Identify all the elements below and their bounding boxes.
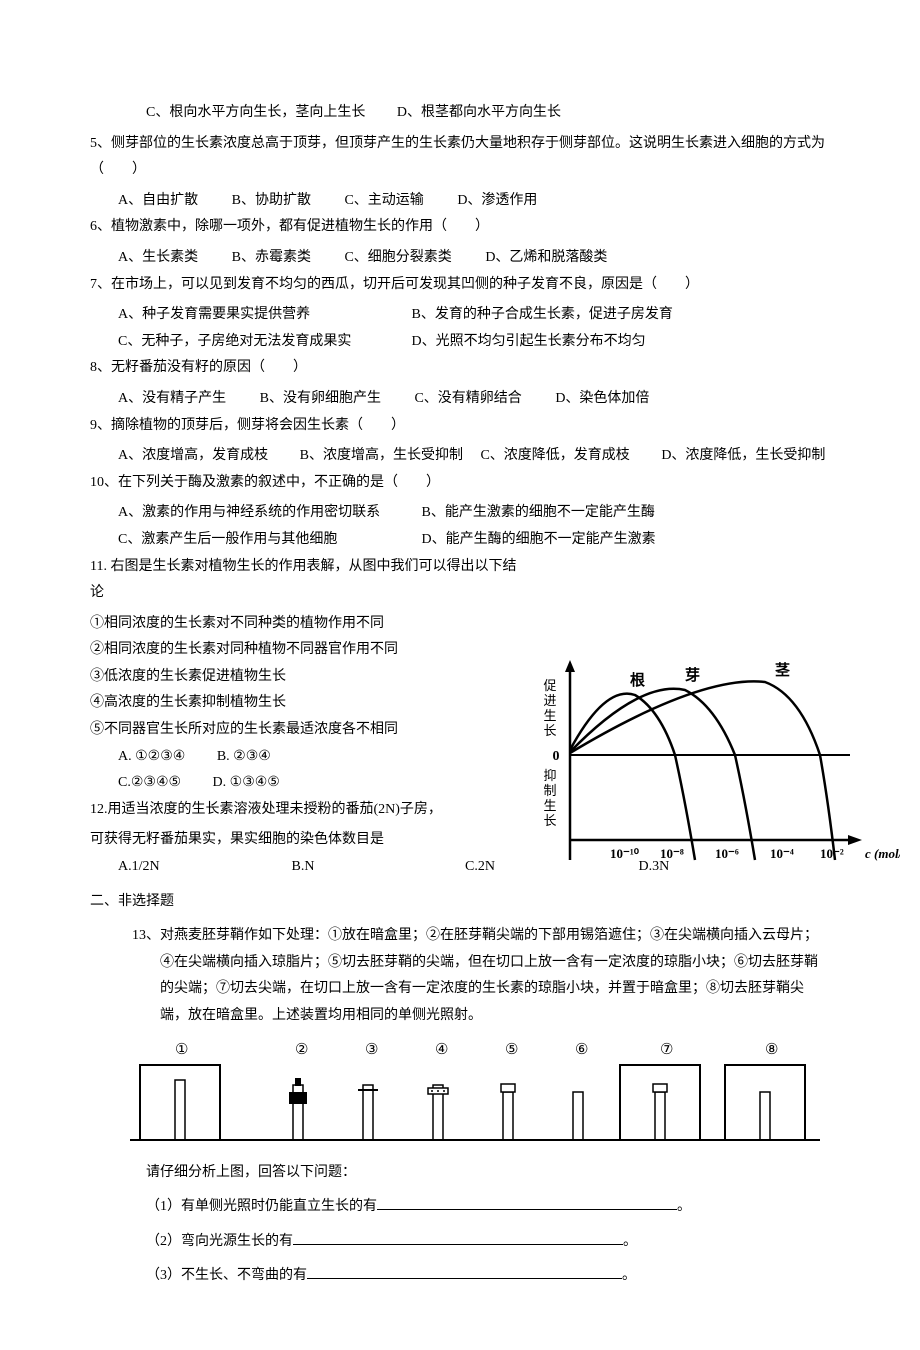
q11-opt-b: B. ②③④	[217, 749, 271, 764]
xtick-3: 10⁻⁴	[770, 846, 794, 861]
label-stem: 茎	[775, 661, 790, 679]
q4-opt-c: C、根向水平方向生长，茎向上生长	[146, 105, 365, 120]
q5-opt-d: D、渗透作用	[457, 188, 537, 215]
q9-opt-c: C、浓度降低，发育成枝	[480, 448, 629, 463]
q12-opt-a: A.1/2N	[118, 854, 258, 881]
section2-title: 二、非选择题	[90, 889, 830, 916]
blank-3[interactable]	[307, 1265, 622, 1279]
q11-s5: ⑤不同器官生长所对应的生长素最适浓度各不相同	[90, 717, 520, 744]
svg-text:进: 进	[543, 693, 556, 708]
q8-opt-d: D、染色体加倍	[555, 386, 649, 413]
q7-opt-d: D、光照不均匀引起生长素分布不均匀	[412, 334, 646, 349]
xtick-2: 10⁻⁶	[715, 846, 739, 861]
svg-text:制: 制	[543, 783, 556, 798]
svg-text:长: 长	[543, 723, 556, 738]
q8-stem: 8、无籽番茄没有籽的原因（ ）	[90, 355, 830, 382]
exp-lbl-1: ①	[175, 1042, 188, 1058]
q7-opt-a: A、种子发育需要果实提供营养	[118, 302, 408, 329]
curve-stem	[570, 681, 835, 860]
q13-prompt: 请仔细分析上图，回答以下问题：	[90, 1160, 830, 1187]
exp-lbl-5: ⑤	[505, 1042, 518, 1058]
svg-text:生: 生	[543, 708, 556, 723]
q4-opt-d: D、根茎都向水平方向生长	[397, 105, 561, 120]
blank-2[interactable]	[293, 1231, 623, 1245]
exp-lbl-8: ⑧	[765, 1042, 778, 1058]
ylabel-inhibit: 抑	[543, 768, 556, 783]
q11-opt-c: C.②③④⑤	[118, 775, 181, 790]
exp-lbl-3: ③	[365, 1042, 378, 1058]
q10-opt-b: B、能产生激素的细胞不一定能产生酶	[422, 505, 655, 520]
q6-opt-b: B、赤霉素类	[232, 245, 311, 272]
q8-opt-c: C、没有精卵结合	[414, 386, 521, 413]
q10-opt-d: D、能产生酶的细胞不一定能产生激素	[422, 532, 656, 547]
xtick-0: 10⁻¹⁰	[610, 846, 640, 861]
period-2: 。	[623, 1234, 637, 1249]
q13-sub1: （1）有单侧光照时仍能直立生长的有	[146, 1199, 377, 1214]
q7-opt-c: C、无种子，子房绝对无法发育成果实	[118, 329, 408, 356]
period-3: 。	[622, 1268, 636, 1283]
q6-opt-d: D、乙烯和脱落酸类	[485, 245, 607, 272]
q9-opt-b: B、浓度增高，生长受抑制	[300, 448, 463, 463]
q12-stem: 12.用适当浓度的生长素溶液处理未授粉的番茄(2N)子房，	[90, 797, 520, 824]
q10-opt-c: C、激素产生后一般作用与其他细胞	[118, 527, 418, 554]
q9-opt-a: A、浓度增高，发育成枝	[118, 448, 268, 463]
xlabel: c (mol/L)	[865, 846, 900, 861]
label-root: 根	[630, 671, 645, 689]
q5-opt-c: C、主动运输	[344, 188, 423, 215]
q8-opt-b: B、没有卵细胞产生	[260, 386, 381, 413]
q10-stem: 10、在下列关于酶及激素的叙述中，不正确的是（ ）	[90, 470, 830, 497]
q11-s1: ①相同浓度的生长素对不同种类的植物作用不同	[90, 611, 520, 638]
q6-stem: 6、植物激素中，除哪一项外，都有促进植物生长的作用（ ）	[90, 214, 830, 241]
q5-opt-a: A、自由扩散	[118, 188, 198, 215]
auxin-chart: 促 进 生 长 0 抑 制 生 长 根 芽 茎 10⁻¹⁰ 10⁻⁸ 10⁻⁶ …	[520, 660, 900, 885]
q10-opt-a: A、激素的作用与神经系统的作用密切联系	[118, 500, 418, 527]
period-1: 。	[677, 1199, 691, 1214]
q12-stem2: 可获得无籽番茄果实，果实细胞的染色体数目是	[90, 827, 520, 854]
exp-lbl-7: ⑦	[660, 1042, 673, 1058]
svg-text:生: 生	[543, 798, 556, 813]
ylabel-promote: 促	[543, 678, 556, 693]
q11-stem: 11. 右图是生长素对植物生长的作用表解，从图中我们可以得出以下结论	[90, 554, 520, 607]
q6-opt-a: A、生长素类	[118, 245, 198, 272]
q13-stem: 13、对燕麦胚芽鞘作如下处理：①放在暗盒里；②在胚芽鞘尖端的下部用锡箔遮住；③在…	[90, 923, 830, 1029]
q12-opt-b: B.N	[292, 854, 432, 881]
q13-sub2: （2）弯向光源生长的有	[146, 1234, 293, 1249]
q7-opt-b: B、发育的种子合成生长素，促进子房发育	[412, 307, 673, 322]
q11-s4: ④高浓度的生长素抑制植物生长	[90, 690, 520, 717]
experiment-diagram: ① ② ③ ④ ⑤ ⑥ ⑦	[120, 1040, 830, 1150]
exp-lbl-4: ④	[435, 1042, 448, 1058]
curve-bud	[570, 689, 755, 860]
q9-stem: 9、摘除植物的顶芽后，侧芽将会因生长素（ ）	[90, 413, 830, 440]
q8-opt-a: A、没有精子产生	[118, 386, 226, 413]
blank-1[interactable]	[377, 1196, 677, 1210]
q11-opt-a: A. ①②③④	[118, 749, 185, 764]
svg-text:长: 长	[543, 813, 556, 828]
q7-stem: 7、在市场上，可以见到发育不均匀的西瓜，切开后可发现其凹侧的种子发育不良，原因是…	[90, 272, 830, 299]
xtick-4: 10⁻²	[820, 846, 844, 861]
exp-lbl-6: ⑥	[575, 1042, 588, 1058]
q11-s3: ③低浓度的生长素促进植物生长	[90, 664, 520, 691]
ylabel-zero: 0	[553, 749, 560, 764]
q11-s2: ②相同浓度的生长素对同种植物不同器官作用不同	[90, 637, 520, 664]
q9-opt-d: D、浓度降低，生长受抑制	[661, 448, 825, 463]
q5-stem: 5、侧芽部位的生长素浓度总高于顶芽，但顶芽产生的生长素仍大量地积存于侧芽部位。这…	[90, 131, 830, 184]
exp-lbl-2: ②	[295, 1042, 308, 1058]
q13-sub3: （3）不生长、不弯曲的有	[146, 1268, 307, 1283]
q5-opt-b: B、协助扩散	[232, 188, 311, 215]
xtick-1: 10⁻⁸	[660, 846, 684, 861]
q11-opt-d: D. ①③④⑤	[213, 775, 280, 790]
label-bud: 芽	[685, 667, 700, 684]
q6-opt-c: C、细胞分裂素类	[344, 245, 451, 272]
